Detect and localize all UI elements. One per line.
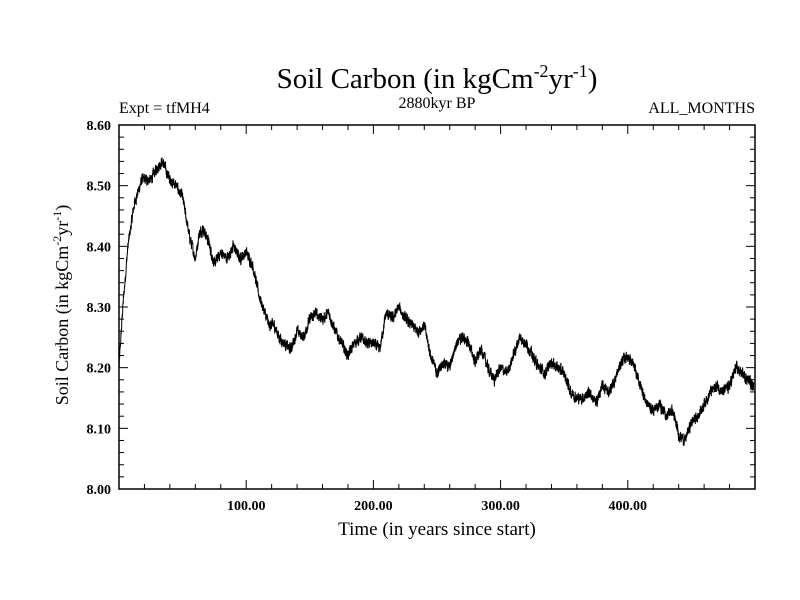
y-tick-label: 8.40 <box>87 240 112 255</box>
y-tick-label: 8.00 <box>87 483 112 498</box>
plot-frame <box>118 124 756 490</box>
y-axis-label: Soil Carbon (in kgCm-2yr-1) <box>50 205 73 406</box>
series-line-soil-carbon <box>118 157 755 447</box>
axis-tick-labels: 8.00 8.10 8.20 8.30 8.40 8.50 8.60 100.00 200.00… <box>87 119 648 514</box>
y-tick-label: 8.30 <box>87 301 112 316</box>
x-tick-label: 100.00 <box>227 499 266 514</box>
y-tick-label: 8.60 <box>87 119 112 134</box>
axis-ticks <box>119 124 755 490</box>
chart-title: Soil Carbon (in kgCm-2yr-1) <box>277 61 598 95</box>
x-axis-label: Time (in years since start) <box>338 519 536 540</box>
x-tick-label: 400.00 <box>609 499 648 514</box>
y-axis-label-group: Soil Carbon (in kgCm-2yr-1) <box>50 205 73 406</box>
x-tick-label: 200.00 <box>354 499 393 514</box>
y-tick-label: 8.10 <box>87 422 112 437</box>
y-tick-label: 8.20 <box>87 362 112 377</box>
subtitle-center: 2880kyr BP <box>399 95 476 112</box>
x-tick-label: 300.00 <box>481 499 520 514</box>
subtitle-left: Expt = tfMH4 <box>119 100 210 117</box>
subtitle-right: ALL_MONTHS <box>648 100 755 117</box>
y-tick-label: 8.50 <box>87 180 112 195</box>
